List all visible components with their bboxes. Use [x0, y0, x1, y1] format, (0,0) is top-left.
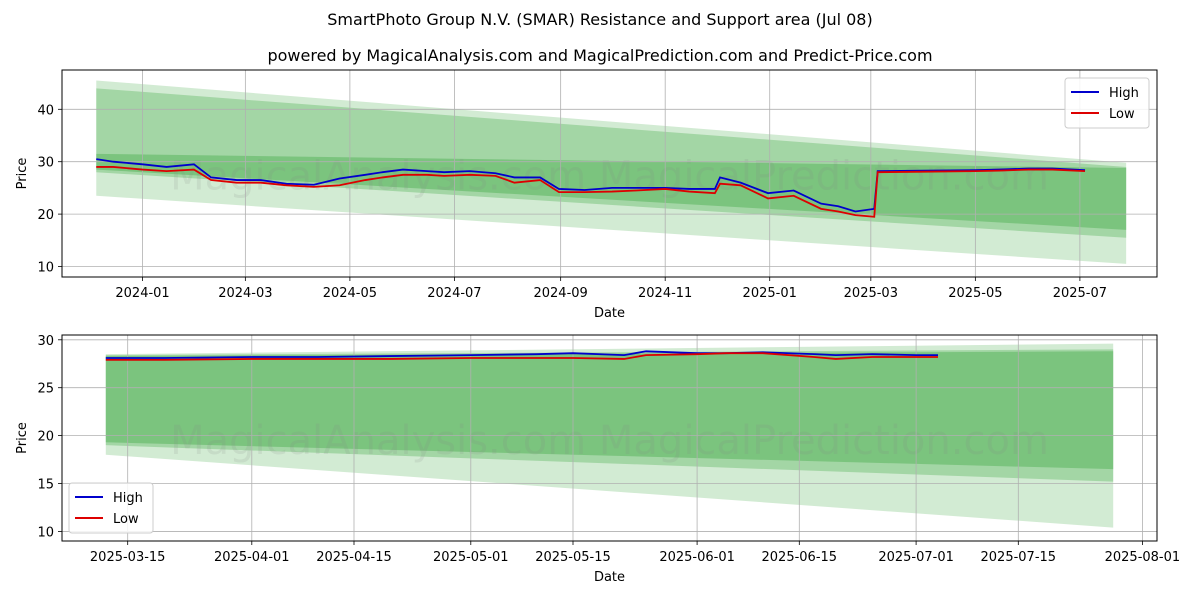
series-line-low	[105, 352, 938, 361]
series-line-high	[105, 350, 938, 359]
x-tick-label: 2025-07-15	[981, 550, 1057, 565]
x-tick-label: 2025-05-15	[535, 550, 611, 565]
legend: High Low	[68, 482, 154, 534]
legend-box	[1064, 77, 1150, 129]
watermark: MagicalAnalysis.com MagicalPrediction.co…	[170, 418, 1049, 464]
x-tick-label: 2025-01	[743, 286, 797, 301]
y-tick-label: 30	[37, 156, 54, 171]
support-resistance-band	[96, 88, 1127, 238]
y-axis-label: Price	[15, 158, 30, 190]
x-tick-label: 2024-03	[218, 286, 272, 301]
chart-title: SmartPhoto Group N.V. (SMAR) Resistance …	[327, 10, 873, 29]
x-tick-label: 2025-07-01	[878, 550, 954, 565]
chart-subtitle: powered by MagicalAnalysis.com and Magic…	[267, 46, 933, 65]
x-tick-label: 2025-05	[948, 286, 1002, 301]
y-tick-label: 20	[37, 208, 54, 223]
support-resistance-band	[96, 80, 1127, 264]
x-tick-label: 2025-04-15	[316, 550, 392, 565]
y-tick-label: 10	[37, 525, 54, 540]
chart-panel-1: MagicalAnalysis.com MagicalPrediction.co…	[15, 69, 1158, 321]
x-tick-label: 2024-09	[533, 286, 587, 301]
x-tick-label: 2024-07	[427, 286, 481, 301]
legend-label-low: Low	[113, 512, 139, 527]
legend-label-low: Low	[1109, 107, 1135, 122]
watermark: MagicalAnalysis.com MagicalPrediction.co…	[170, 154, 1049, 200]
legend-label-high: High	[113, 491, 143, 506]
support-resistance-band	[105, 349, 1114, 482]
x-tick-label: 2024-05	[323, 286, 377, 301]
x-axis-label: Date	[594, 570, 625, 585]
x-axis-label: Date	[594, 306, 625, 321]
y-tick-label: 10	[37, 261, 54, 276]
y-tick-label: 25	[37, 382, 54, 397]
y-tick-label: 15	[37, 478, 54, 493]
plot-frame	[61, 334, 1158, 542]
support-resistance-band	[105, 351, 1114, 470]
legend: High Low	[1064, 77, 1150, 129]
x-tick-label: 2025-05-01	[433, 550, 509, 565]
x-tick-label: 2024-01	[115, 286, 169, 301]
y-tick-label: 40	[37, 103, 54, 118]
series-line-low	[96, 166, 1086, 218]
x-tick-label: 2025-07	[1053, 286, 1107, 301]
x-tick-label: 2025-03-15	[90, 550, 166, 565]
x-tick-label: 2025-03	[844, 286, 898, 301]
plot-frame	[61, 69, 1158, 278]
legend-box	[68, 482, 154, 534]
legend-label-high: High	[1109, 86, 1139, 101]
y-axis-label: Price	[15, 422, 30, 454]
x-tick-label: 2025-06-15	[762, 550, 838, 565]
chart-panel-2: MagicalAnalysis.com MagicalPrediction.co…	[15, 334, 1180, 585]
y-tick-label: 30	[37, 334, 54, 349]
x-tick-label: 2025-06-01	[659, 550, 735, 565]
y-tick-label: 20	[37, 430, 54, 445]
x-tick-label: 2025-04-01	[214, 550, 290, 565]
x-tick-label: 2025-08-01	[1105, 550, 1181, 565]
x-tick-label: 2024-11	[638, 286, 692, 301]
